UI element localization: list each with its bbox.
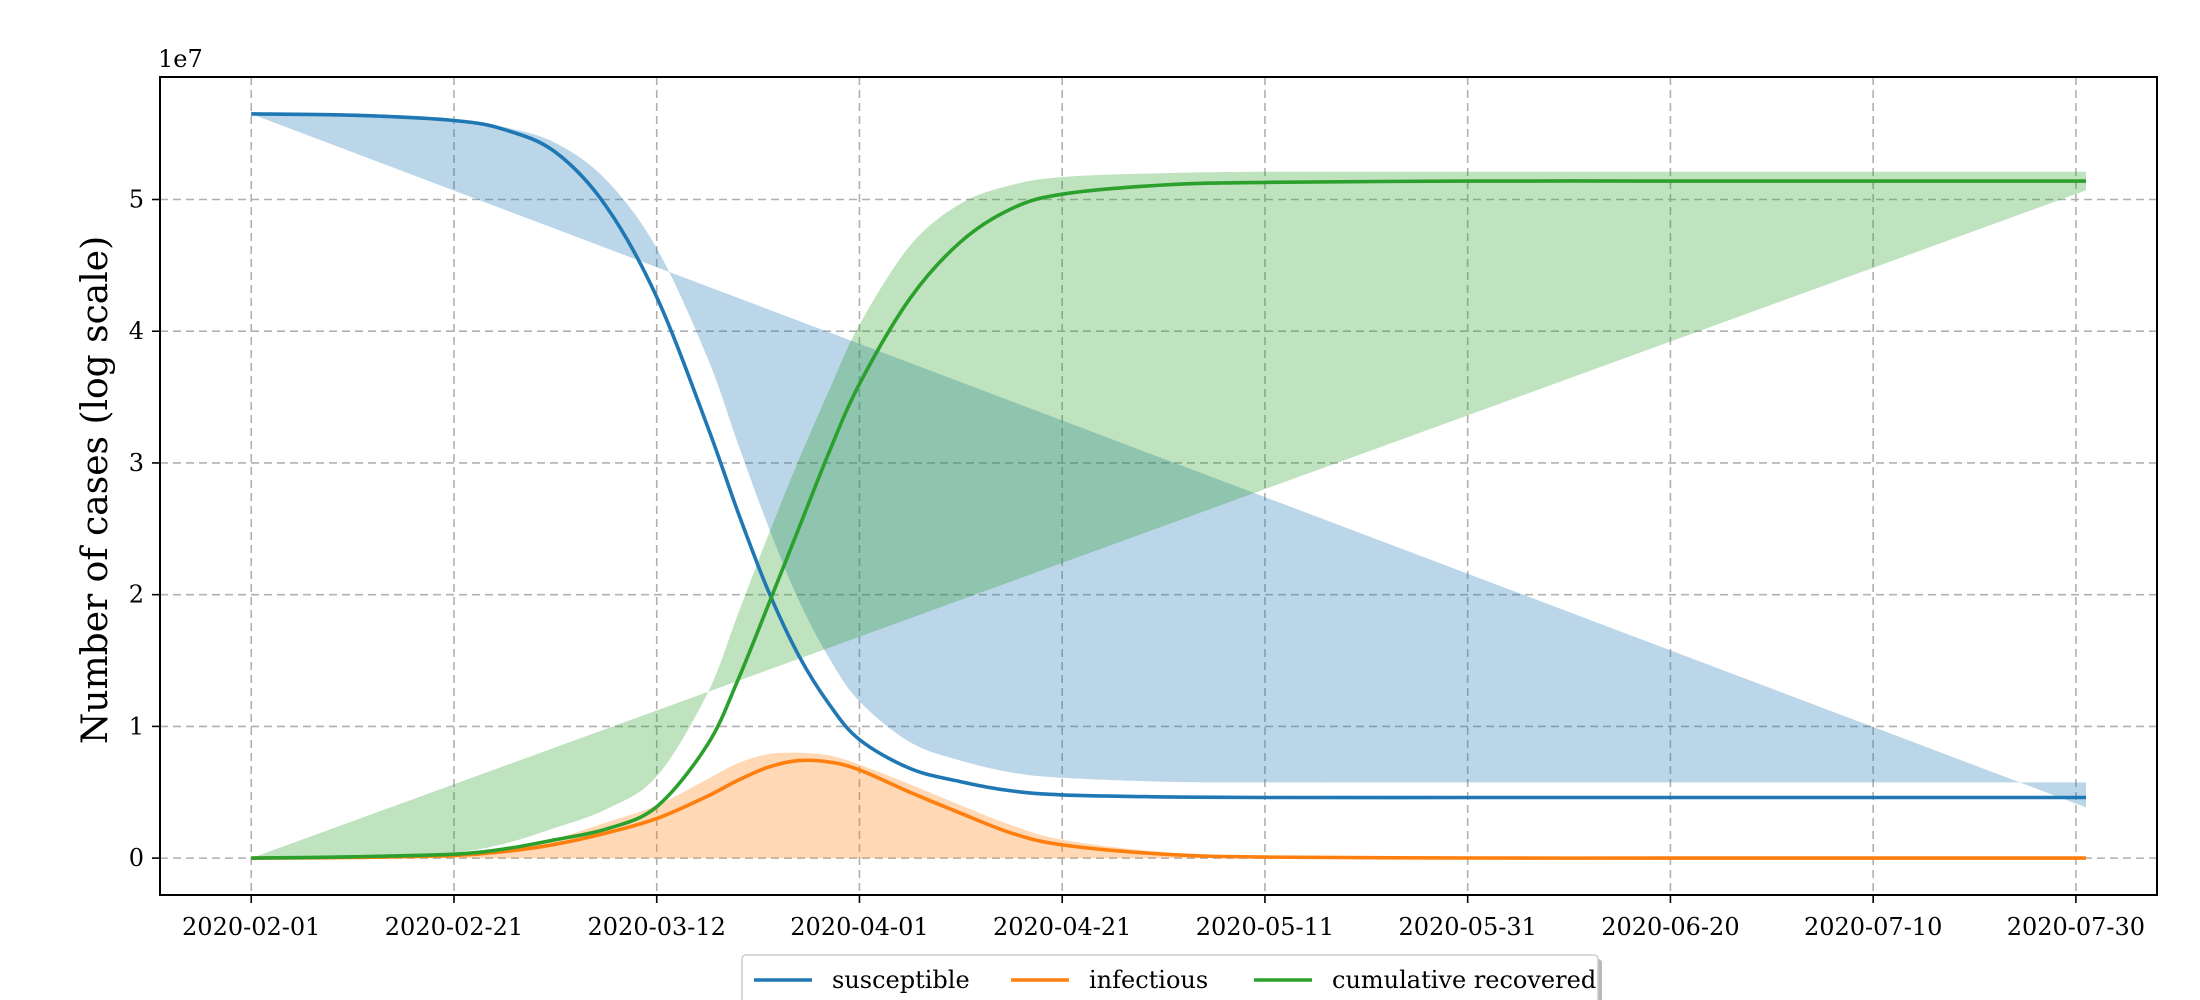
x-tick-label: 2020-05-31 bbox=[1398, 913, 1536, 941]
axis-ticks: 2020-02-01 2020-02-21 2020-03-12 2020-04-01… bbox=[129, 186, 2145, 941]
series-line-susceptible bbox=[251, 112, 2086, 800]
y-tick-label: 3 bbox=[129, 449, 144, 477]
x-tick-label: 2020-02-01 bbox=[182, 913, 320, 941]
x-tick-label: 2020-06-20 bbox=[1601, 913, 1739, 941]
x-tick-label: 2020-05-11 bbox=[1196, 913, 1334, 941]
plot-frame bbox=[159, 76, 2158, 896]
band-susceptible bbox=[251, 113, 2087, 808]
series-lines bbox=[251, 112, 2086, 860]
y-tick-label: 0 bbox=[129, 844, 144, 872]
y-tick-label: 5 bbox=[129, 186, 144, 214]
band-infectious bbox=[251, 752, 2087, 859]
legend: susceptible infectious cumulative recovere… bbox=[741, 954, 1602, 1000]
x-tick-label: 2020-04-01 bbox=[790, 913, 928, 941]
x-tick-label: 2020-07-30 bbox=[2007, 913, 2145, 941]
legend-box bbox=[741, 954, 1599, 1000]
legend-label-susceptible: susceptible bbox=[832, 966, 970, 994]
y-tick-label: 2 bbox=[129, 581, 144, 609]
legend-label-cumulative-recovered: cumulative recovered bbox=[1332, 966, 1596, 994]
x-tick-label: 2020-07-10 bbox=[1804, 913, 1942, 941]
x-tick-label: 2020-04-21 bbox=[993, 913, 1131, 941]
confidence-bands bbox=[251, 113, 2087, 859]
y-tick-label: 1 bbox=[129, 712, 144, 740]
y-axis-offset-text: 1e7 bbox=[158, 45, 203, 73]
y-tick-label: 4 bbox=[129, 317, 144, 345]
x-tick-label: 2020-03-12 bbox=[588, 913, 726, 941]
series-line-cumulative-recovered bbox=[251, 179, 2086, 860]
series-line-infectious bbox=[251, 758, 2086, 860]
legend-label-infectious: infectious bbox=[1089, 966, 1208, 994]
band-cumulative-recovered bbox=[251, 171, 2087, 859]
y-axis-label: Number of cases (log scale) bbox=[75, 236, 116, 744]
x-tick-label: 2020-02-21 bbox=[385, 913, 523, 941]
